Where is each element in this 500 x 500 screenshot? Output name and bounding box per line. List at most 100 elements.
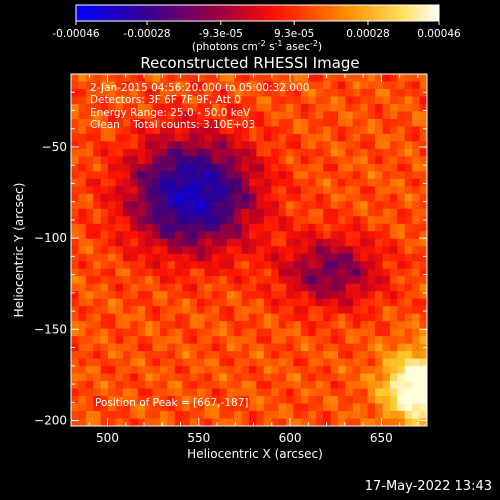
heatmap-cell bbox=[412, 216, 421, 225]
heatmap-cell bbox=[300, 313, 309, 322]
heatmap-cell bbox=[345, 328, 354, 337]
heatmap-cell bbox=[308, 313, 317, 322]
heatmap-cell bbox=[160, 388, 169, 397]
heatmap-cell bbox=[130, 268, 139, 277]
heatmap-cell bbox=[338, 126, 347, 135]
heatmap-cell bbox=[389, 133, 398, 142]
heatmap-cell bbox=[174, 133, 183, 142]
heatmap-cell bbox=[219, 201, 228, 210]
heatmap-cell bbox=[345, 336, 354, 345]
heatmap-cell bbox=[338, 208, 347, 217]
heatmap-cell bbox=[211, 321, 220, 330]
heatmap-cell bbox=[256, 148, 265, 157]
heatmap-cell bbox=[234, 313, 243, 322]
heatmap-cell bbox=[71, 321, 80, 330]
heatmap-cell bbox=[412, 96, 421, 105]
heatmap-cell bbox=[286, 156, 295, 165]
heatmap-cell bbox=[249, 238, 258, 247]
heatmap-cell bbox=[145, 411, 154, 420]
heatmap-cell bbox=[330, 343, 339, 352]
heatmap-cell bbox=[382, 366, 391, 375]
heatmap-cell bbox=[382, 298, 391, 307]
heatmap-cell bbox=[404, 186, 413, 195]
heatmap-cell bbox=[115, 276, 124, 285]
heatmap-cell bbox=[404, 291, 413, 300]
heatmap-cell bbox=[256, 103, 265, 113]
heatmap-cell bbox=[71, 156, 80, 165]
heatmap-cell bbox=[108, 276, 117, 285]
heatmap-cell bbox=[375, 306, 384, 315]
heatmap-cell bbox=[93, 418, 102, 426]
heatmap-cell bbox=[93, 118, 102, 128]
heatmap-cell bbox=[249, 418, 258, 426]
heatmap-cell bbox=[286, 216, 295, 225]
heatmap-cell bbox=[367, 358, 376, 367]
heatmap-cell bbox=[271, 238, 280, 247]
heatmap-cell bbox=[93, 283, 102, 292]
heatmap-cell bbox=[397, 126, 406, 135]
heatmap-cell bbox=[293, 216, 302, 225]
heatmap-cell bbox=[219, 268, 228, 277]
heatmap-cell bbox=[211, 351, 220, 360]
heatmap-cell bbox=[345, 351, 354, 360]
heatmap-cell bbox=[115, 141, 124, 150]
heatmap-cell bbox=[197, 298, 206, 307]
heatmap-cell bbox=[160, 366, 169, 375]
heatmap-cell bbox=[397, 381, 406, 390]
heatmap-cell bbox=[211, 193, 220, 202]
heatmap-cell bbox=[100, 103, 109, 113]
heatmap-cell bbox=[323, 74, 332, 83]
heatmap-cell bbox=[412, 238, 421, 247]
heatmap-cell bbox=[389, 343, 398, 352]
heatmap-cell bbox=[241, 156, 250, 165]
heatmap-cell bbox=[249, 171, 258, 180]
heatmap-cell bbox=[137, 81, 146, 90]
heatmap-cell bbox=[160, 276, 169, 285]
heatmap-cell bbox=[100, 321, 109, 330]
heatmap-cell bbox=[122, 186, 131, 195]
heatmap-cell bbox=[397, 306, 406, 315]
heatmap-cell bbox=[241, 208, 250, 217]
heatmap-cell bbox=[197, 321, 206, 330]
heatmap-cell bbox=[278, 358, 287, 367]
heatmap-cell bbox=[404, 321, 413, 330]
heatmap-cell bbox=[375, 381, 384, 390]
heatmap-cell bbox=[182, 276, 191, 285]
heatmap-cell bbox=[323, 403, 332, 412]
heatmap-cell bbox=[115, 373, 124, 382]
heatmap-cell bbox=[71, 208, 80, 217]
heatmap-cell bbox=[137, 268, 146, 277]
heatmap-cell bbox=[93, 358, 102, 367]
heatmap-cell bbox=[71, 133, 80, 142]
heatmap-cell bbox=[234, 343, 243, 352]
heatmap-cell bbox=[71, 373, 80, 382]
heatmap-cell bbox=[93, 81, 102, 90]
heatmap-cell bbox=[93, 208, 102, 217]
heatmap-cell bbox=[167, 238, 176, 247]
heatmap-cell bbox=[315, 313, 324, 322]
heatmap-cell bbox=[122, 276, 131, 285]
heatmap-cell bbox=[78, 358, 87, 367]
heatmap-cell bbox=[145, 81, 154, 90]
heatmap-cell bbox=[315, 366, 324, 375]
heatmap-cell bbox=[226, 141, 235, 150]
heatmap-cell bbox=[382, 276, 391, 285]
heatmap-cell bbox=[249, 268, 258, 277]
heatmap-cell bbox=[197, 118, 206, 128]
heatmap-cell bbox=[189, 118, 198, 128]
heatmap-cell bbox=[404, 148, 413, 157]
heatmap-cell bbox=[271, 201, 280, 210]
heatmap-cell bbox=[137, 246, 146, 255]
heatmap-cell bbox=[315, 141, 324, 150]
heatmap-cell bbox=[375, 388, 384, 397]
heatmap-cell bbox=[375, 336, 384, 345]
heatmap-cell bbox=[412, 381, 421, 390]
heatmap-cell bbox=[367, 388, 376, 397]
heatmap-cell bbox=[137, 193, 146, 202]
heatmap-cell bbox=[152, 388, 161, 397]
heatmap-cell bbox=[122, 231, 131, 240]
heatmap-cell bbox=[241, 216, 250, 225]
heatmap-cell bbox=[352, 328, 361, 337]
heatmap-cell bbox=[211, 238, 220, 247]
heatmap-cell bbox=[323, 103, 332, 113]
